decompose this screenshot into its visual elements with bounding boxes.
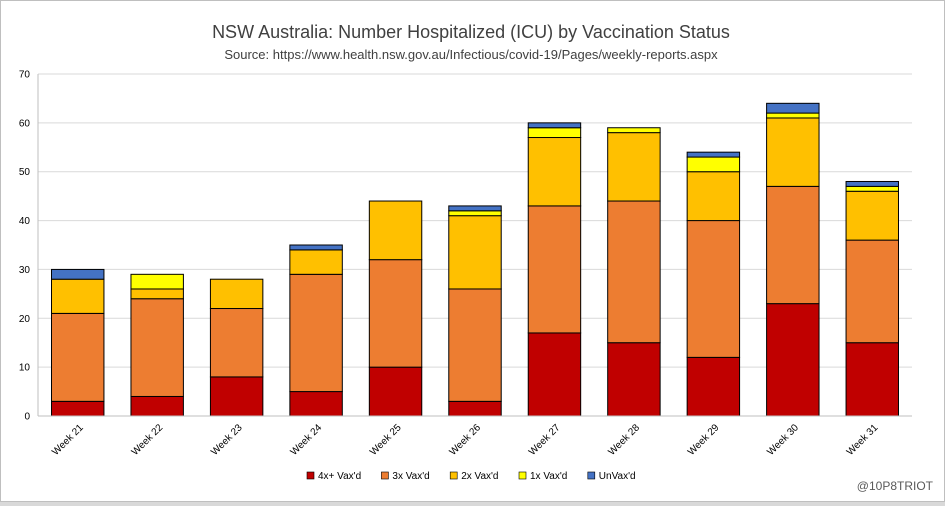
bar-segment bbox=[448, 215, 502, 290]
x-tick-label: Week 24 bbox=[289, 422, 325, 458]
bar-segment bbox=[607, 200, 661, 344]
y-tick-label: 10 bbox=[19, 363, 31, 374]
legend-label: 4x+ Vax'd bbox=[318, 471, 361, 482]
bar-segment bbox=[368, 200, 423, 261]
chart-subtitle: Source: https://www.health.nsw.gov.au/In… bbox=[224, 47, 718, 62]
bar-segment bbox=[527, 332, 582, 417]
bar-segment bbox=[448, 288, 502, 402]
legend-swatch bbox=[518, 471, 527, 480]
legend-swatch bbox=[381, 471, 389, 480]
y-tick-label: 0 bbox=[24, 412, 30, 423]
bar-segment bbox=[527, 122, 582, 129]
bar-segment bbox=[130, 298, 184, 397]
bar-segment bbox=[130, 395, 184, 417]
bar-segment bbox=[766, 102, 820, 114]
legend: 4x+ Vax'd 3x Vax'd 2x Vax'd 1x Vax'd UnVax'd bbox=[306, 471, 636, 482]
bar-segment bbox=[527, 205, 582, 334]
bars bbox=[51, 102, 899, 417]
x-tick-label: Week 29 bbox=[686, 422, 722, 458]
bar-segment bbox=[607, 127, 661, 134]
x-tick-label: Week 26 bbox=[448, 422, 484, 458]
x-tick-label: Week 27 bbox=[527, 422, 563, 458]
x-tick-label: Week 28 bbox=[606, 422, 642, 458]
bar-segment bbox=[686, 356, 741, 417]
x-tick-label: Week 21 bbox=[50, 422, 86, 458]
y-tick-label: 40 bbox=[19, 216, 31, 227]
bar-segment bbox=[209, 278, 264, 310]
legend-label: 1x Vax'd bbox=[530, 471, 567, 482]
y-tick-label: 20 bbox=[19, 314, 31, 325]
bar-segment bbox=[686, 151, 741, 158]
bar-segment bbox=[845, 190, 899, 241]
legend-swatch bbox=[587, 471, 596, 480]
bar-segment bbox=[766, 303, 820, 417]
bar-segment bbox=[289, 391, 343, 417]
bar-segment bbox=[289, 249, 343, 275]
bar-segment bbox=[607, 342, 661, 417]
bar-segment bbox=[766, 112, 820, 119]
bar-segment bbox=[845, 185, 899, 192]
bar-segment bbox=[209, 308, 264, 378]
legend-label: UnVax'd bbox=[599, 471, 636, 482]
bar-segment bbox=[845, 342, 899, 417]
bar-segment bbox=[368, 259, 423, 368]
bar-segment bbox=[130, 273, 184, 290]
bar-segment bbox=[448, 400, 502, 417]
bar-segment bbox=[686, 156, 741, 173]
y-tick-label: 30 bbox=[19, 265, 31, 276]
bar-segment bbox=[686, 171, 741, 222]
bar-segment bbox=[289, 244, 343, 251]
bar-segment bbox=[686, 220, 741, 358]
bar-segment bbox=[527, 127, 582, 139]
bar-segment bbox=[289, 273, 343, 393]
chart-title: NSW Australia: Number Hospitalized (ICU)… bbox=[212, 22, 730, 42]
bar-segment bbox=[448, 210, 502, 217]
bar-segment bbox=[845, 239, 899, 344]
x-tick-label: Week 30 bbox=[765, 422, 801, 458]
bar-segment bbox=[448, 205, 502, 212]
bar-segment bbox=[766, 117, 820, 187]
legend-swatch bbox=[449, 471, 458, 480]
x-tick-label: Week 23 bbox=[209, 422, 245, 458]
watermark: @10P8TRIOT bbox=[857, 479, 934, 493]
bar-segment bbox=[527, 137, 582, 207]
bar-segment bbox=[130, 288, 184, 300]
bar-segment bbox=[368, 366, 423, 417]
bar-segment bbox=[51, 268, 105, 280]
x-tick-label: Week 31 bbox=[845, 422, 881, 458]
legend-label: 2x Vax'd bbox=[461, 471, 498, 482]
bar-segment bbox=[51, 312, 105, 402]
x-tick-label: Week 22 bbox=[130, 422, 166, 458]
y-tick-label: 60 bbox=[19, 118, 31, 129]
bar-segment bbox=[51, 400, 105, 417]
legend-swatch bbox=[306, 471, 315, 480]
bar-segment bbox=[209, 376, 264, 417]
bar-segment bbox=[845, 180, 899, 187]
y-tick-label: 70 bbox=[19, 70, 31, 81]
y-tick-label: 50 bbox=[19, 167, 31, 178]
bar-segment bbox=[607, 132, 661, 202]
legend-label: 3x Vax'd bbox=[392, 471, 429, 482]
x-tick-label: Week 25 bbox=[368, 422, 404, 458]
bar-segment bbox=[766, 185, 820, 305]
bar-segment bbox=[51, 278, 105, 314]
